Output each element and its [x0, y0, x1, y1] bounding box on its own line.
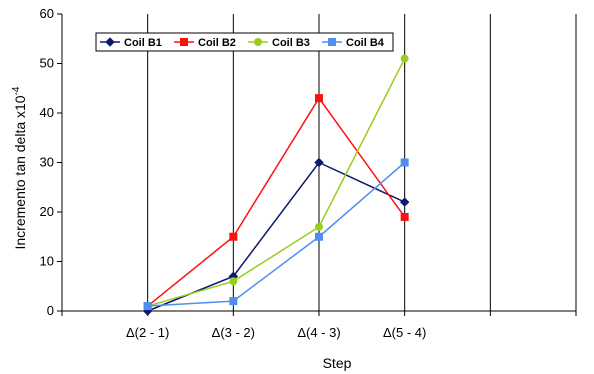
x-tick-label: Δ(4 - 3) [297, 325, 340, 340]
y-tick-label: 20 [40, 204, 54, 219]
data-point [229, 232, 238, 241]
data-series [142, 54, 410, 316]
y-tick-label: 50 [40, 56, 54, 71]
series-2 [143, 94, 409, 311]
x-tick-label: Δ(5 - 4) [383, 325, 426, 340]
x-tick-label: Δ(2 - 1) [126, 325, 169, 340]
data-point [399, 197, 410, 207]
y-tick-label: 10 [40, 254, 54, 269]
legend-swatch-marker [105, 37, 115, 47]
legend-swatch-marker [328, 38, 336, 46]
series-4 [143, 158, 409, 311]
data-point [400, 54, 409, 63]
series-line [147, 161, 405, 312]
y-tick-label: 40 [40, 105, 54, 120]
legend-label: Coil B3 [272, 37, 310, 49]
data-point [315, 232, 323, 241]
data-point [400, 158, 409, 167]
legend-box [95, 32, 394, 52]
y-axis-title: Incremento tan delta x10-4 [11, 86, 28, 249]
series-1 [142, 157, 410, 316]
x-tick-label: Δ(3 - 2) [212, 325, 255, 340]
gridlines [147, 14, 577, 311]
legend-entry: Coil B3 [248, 37, 310, 49]
y-axis-title-text: Incremento tan delta x10 [12, 95, 28, 249]
series-3 [143, 54, 409, 311]
y-axis-title-exponent: -4 [11, 86, 22, 95]
legend-label: Coil B2 [198, 37, 236, 49]
y-tick-label: 60 [40, 6, 54, 21]
series-line [147, 161, 406, 307]
y-tick-label: 0 [47, 303, 54, 318]
data-point [229, 297, 238, 306]
legend: Coil B1 Coil B2 Coil B3 Coil B4 [95, 32, 394, 52]
series-line [147, 96, 406, 307]
legend-swatch-marker [254, 38, 262, 46]
x-axis-ticks: Δ(2 - 1) Δ(3 - 2) Δ(4 - 3) Δ(5 - 4) [61, 311, 577, 340]
data-point [229, 277, 238, 286]
data-point [314, 157, 324, 168]
legend-entry: Coil B2 [174, 37, 236, 49]
legend-entry: Coil B1 [100, 37, 162, 49]
x-axis-title: Step [323, 355, 352, 371]
data-point [315, 94, 323, 103]
legend-swatch-marker [180, 38, 188, 46]
legend-label: Coil B1 [124, 37, 162, 49]
data-point [143, 302, 152, 311]
legend-label: Coil B4 [346, 37, 385, 49]
y-tick-label: 30 [40, 155, 54, 170]
data-point [315, 222, 323, 231]
series-line [147, 58, 406, 307]
legend-entry: Coil B4 [322, 37, 385, 49]
data-point [400, 212, 409, 221]
y-axis-ticks: 0 10 20 30 40 50 60 [40, 6, 62, 318]
